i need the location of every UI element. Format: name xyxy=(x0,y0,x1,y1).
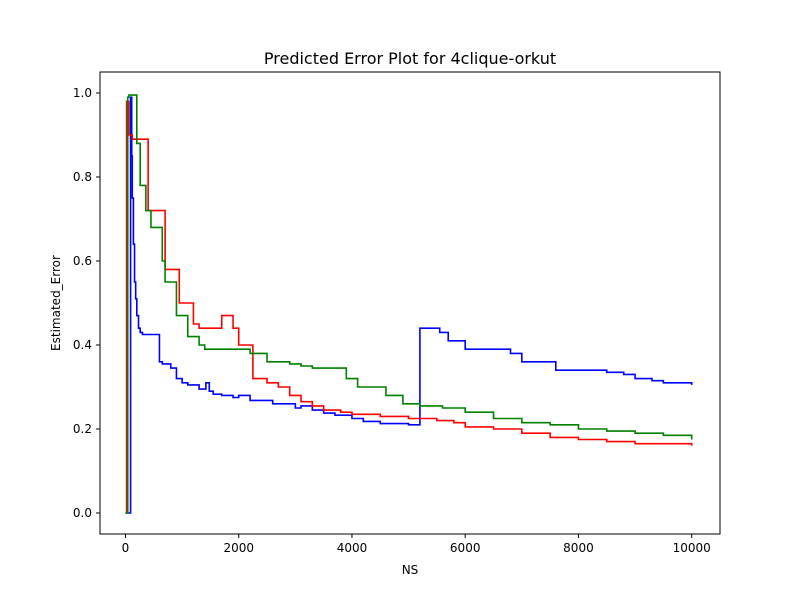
y-tick-label: 0.6 xyxy=(73,254,92,268)
y-axis: 0.0 0.2 0.4 0.6 0.8 1.0 xyxy=(73,86,100,520)
y-axis-label: Estimated_Error xyxy=(49,255,63,351)
series-line-1 xyxy=(125,96,693,514)
series-line-3 xyxy=(125,94,693,514)
chart-title: Predicted Error Plot for 4clique-orkut xyxy=(264,49,556,68)
x-tick-label: 8000 xyxy=(563,541,594,555)
x-tick-label: 10000 xyxy=(673,541,711,555)
x-axis-label: NS xyxy=(402,563,419,577)
x-tick-label: 4000 xyxy=(337,541,368,555)
x-tick-label: 0 xyxy=(122,541,130,555)
y-tick-label: 1.0 xyxy=(73,86,92,100)
y-tick-label: 0.2 xyxy=(73,422,92,436)
y-tick-label: 0.0 xyxy=(73,506,92,520)
series-layer xyxy=(125,94,693,514)
series-line-2 xyxy=(125,100,693,514)
y-tick-label: 0.4 xyxy=(73,338,92,352)
x-tick-label: 2000 xyxy=(223,541,254,555)
y-tick-label: 0.8 xyxy=(73,170,92,184)
x-tick-label: 6000 xyxy=(450,541,481,555)
x-axis: 0 2000 4000 6000 8000 10000 xyxy=(122,534,711,555)
plot-frame xyxy=(99,71,721,535)
